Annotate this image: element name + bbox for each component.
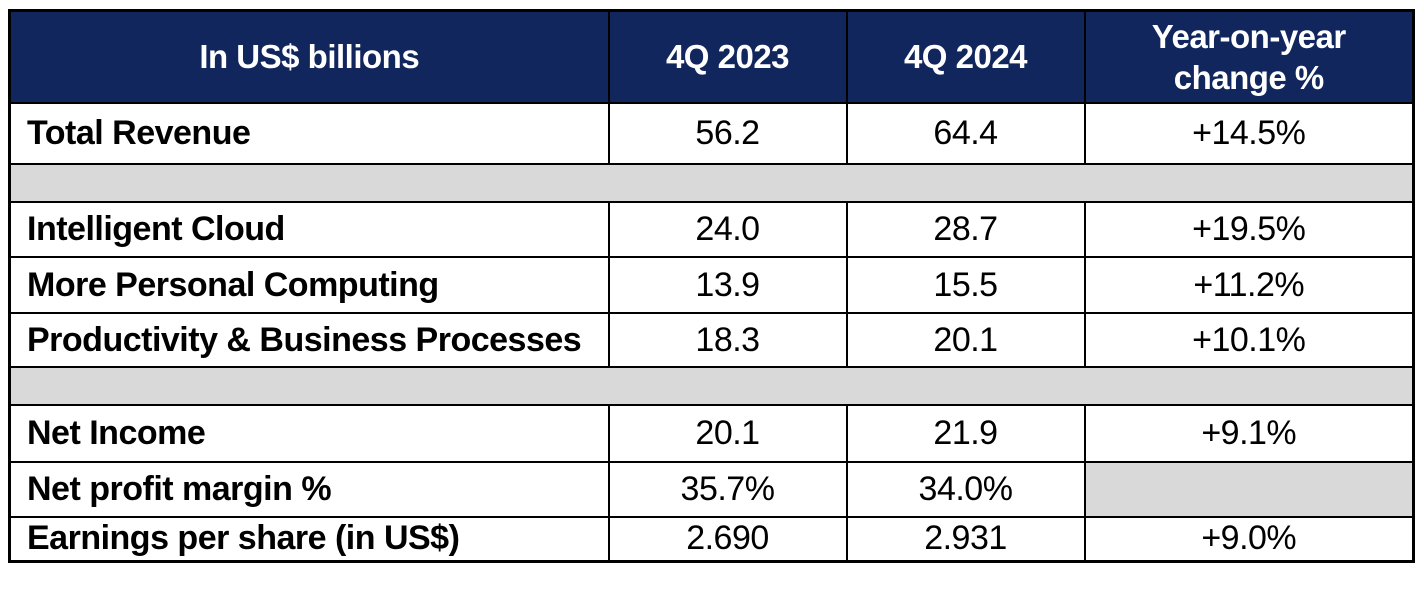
table-row-productivity-business-processes: Productivity & Business Processes 18.3 2… xyxy=(8,312,1415,368)
header-row: In US$ billions 4Q 2023 4Q 2024 Year-on-… xyxy=(8,9,1415,104)
row-label: More Personal Computing xyxy=(8,256,610,314)
value-4q2024: 34.0% xyxy=(845,461,1086,518)
value-4q2024: 64.4 xyxy=(845,102,1086,165)
value-4q2023: 24.0 xyxy=(607,201,848,258)
financial-results-table: In US$ billions 4Q 2023 4Q 2024 Year-on-… xyxy=(8,9,1415,563)
row-label: Net Income xyxy=(8,404,610,463)
value-4q2024: 21.9 xyxy=(845,404,1086,463)
row-label: Total Revenue xyxy=(8,102,610,165)
row-label: Earnings per share (in US$) xyxy=(8,516,610,562)
value-yoy: +9.1% xyxy=(1083,404,1415,463)
spacer-band xyxy=(9,163,1414,203)
table-row-more-personal-computing: More Personal Computing 13.9 15.5 +11.2% xyxy=(8,256,1415,314)
value-4q2023: 56.2 xyxy=(607,102,848,165)
spacer-row xyxy=(9,366,1414,406)
value-yoy: +19.5% xyxy=(1083,201,1415,258)
value-4q2023: 35.7% xyxy=(607,461,848,518)
header-4q-2024: 4Q 2024 xyxy=(845,9,1086,104)
table-row-net-profit-margin: Net profit margin % 35.7% 34.0% xyxy=(8,461,1415,518)
header-yoy-change: Year-on-year change % xyxy=(1083,9,1415,104)
value-4q2023: 18.3 xyxy=(607,312,848,368)
table-row-net-income: Net Income 20.1 21.9 +9.1% xyxy=(8,404,1415,463)
value-4q2024: 15.5 xyxy=(845,256,1086,314)
value-4q2023: 13.9 xyxy=(607,256,848,314)
value-4q2023: 2.690 xyxy=(607,516,848,562)
value-yoy: +14.5% xyxy=(1083,102,1415,165)
value-yoy-blank xyxy=(1083,461,1415,518)
header-4q-2023: 4Q 2023 xyxy=(607,9,848,104)
value-yoy: +9.0% xyxy=(1083,516,1415,562)
table-row-intelligent-cloud: Intelligent Cloud 24.0 28.7 +19.5% xyxy=(8,201,1415,258)
table-row-earnings-per-share: Earnings per share (in US$) 2.690 2.931 … xyxy=(8,516,1415,562)
value-4q2024: 28.7 xyxy=(845,201,1086,258)
row-label: Net profit margin % xyxy=(8,461,610,518)
spacer-row xyxy=(9,163,1414,203)
value-4q2024: 2.931 xyxy=(845,516,1086,562)
value-yoy: +11.2% xyxy=(1083,256,1415,314)
row-label: Productivity & Business Processes xyxy=(8,312,610,368)
header-unit-label: In US$ billions xyxy=(8,9,610,104)
row-label: Intelligent Cloud xyxy=(8,201,610,258)
spacer-band xyxy=(9,366,1414,406)
table-row-total-revenue: Total Revenue 56.2 64.4 +14.5% xyxy=(8,102,1415,165)
value-4q2023: 20.1 xyxy=(607,404,848,463)
value-4q2024: 20.1 xyxy=(845,312,1086,368)
value-yoy: +10.1% xyxy=(1083,312,1415,368)
